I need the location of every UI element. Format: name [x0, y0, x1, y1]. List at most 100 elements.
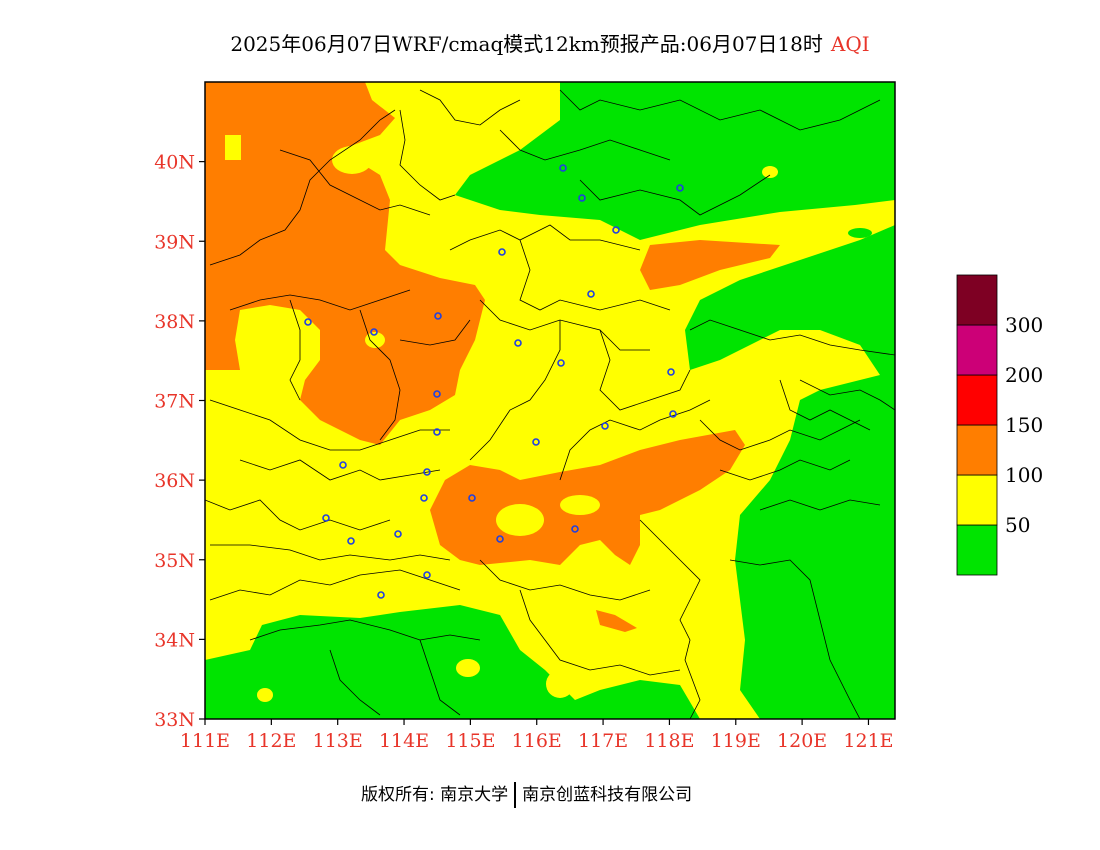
lat-tick-label: 40N [154, 152, 195, 174]
aqi-zone-good-patch [758, 600, 772, 608]
city-marker [433, 390, 441, 398]
legend-swatch [956, 374, 998, 426]
city-marker [667, 368, 675, 376]
map-title: 2025年06月07日WRF/cmaq模式12km预报产品:06月07日18时 A… [0, 28, 1100, 57]
city-marker [339, 461, 347, 469]
city-marker [434, 312, 442, 320]
boundary-line [399, 109, 456, 201]
city-marker [304, 318, 312, 326]
boundary-line [559, 89, 881, 131]
city-marker [557, 359, 565, 367]
boundary-line [209, 109, 396, 266]
lon-tick-label: 113E [313, 730, 363, 752]
lat-tick-label: 39N [154, 231, 195, 253]
lon-tick-label: 115E [445, 730, 495, 752]
latitude-axis: 33N 34N 35N 36N 37N 38N 39N 40N [154, 152, 205, 731]
boundary-line [499, 129, 671, 161]
boundary-line [599, 329, 691, 411]
lat-tick-label: 35N [154, 550, 195, 572]
city-marker [498, 248, 506, 256]
legend-label: 200 [1005, 363, 1043, 387]
city-marker [468, 494, 476, 502]
aqi-zone-unhealthy-northeast [640, 240, 780, 290]
legend-label: 300 [1005, 313, 1043, 337]
copyright-left: 版权所有: 南京大学 [361, 785, 509, 805]
aqi-legend: 50 100 150 200 300 [956, 274, 1043, 576]
boundary-line [639, 519, 701, 719]
boundary-line [759, 499, 881, 511]
city-marker [578, 194, 586, 202]
boundary-line [329, 649, 381, 716]
aqi-zone-moderate-patch [546, 670, 574, 698]
legend-swatch [956, 474, 998, 526]
boundary-line [289, 299, 301, 401]
title-aqi-tag: AQI [830, 32, 870, 56]
boundary-line [419, 89, 521, 126]
boundary-line [799, 379, 895, 411]
boundary-line [719, 459, 851, 481]
boundary-line [779, 379, 871, 431]
legend-label: 50 [1005, 513, 1030, 537]
boundary-line [249, 619, 481, 641]
boundary-line [479, 559, 651, 601]
lat-tick-label: 33N [154, 709, 195, 731]
city-marker [559, 164, 567, 172]
lat-tick-label: 37N [154, 391, 195, 413]
lat-tick-label: 38N [154, 311, 195, 333]
aqi-zone-unhealthy-south-patch [596, 610, 637, 632]
city-marker [669, 410, 677, 418]
longitude-axis: 111E 112E 113E 114E 115E 116E 117E 118E 119E 120E… [180, 719, 894, 752]
aqi-zone-moderate-patch [257, 688, 273, 702]
boundary-line [239, 459, 441, 481]
lat-tick-label: 34N [154, 629, 195, 651]
city-marker [532, 438, 540, 446]
city-marker [496, 535, 504, 543]
aqi-zone-moderate-patch [225, 135, 241, 160]
legend-label: 100 [1005, 463, 1043, 487]
boundary-line [229, 289, 411, 311]
legend-swatch [956, 424, 998, 476]
city-marker [601, 422, 609, 430]
aqi-zone-unhealthy-west [205, 82, 485, 445]
aqi-zone-good-southwest [205, 605, 700, 719]
boundary-line [579, 174, 771, 216]
city-marker [587, 290, 595, 298]
boundary-line [279, 149, 431, 216]
boundary-line [210, 544, 451, 561]
boundary-line [699, 419, 861, 451]
lon-tick-label: 112E [246, 730, 296, 752]
footer-separator [514, 782, 517, 808]
aqi-zone-moderate-patch [332, 146, 372, 174]
boundary-line [209, 399, 450, 451]
boundary-line [559, 399, 711, 481]
legend-swatch [956, 524, 998, 576]
boundary-line [449, 224, 641, 251]
aqi-zone-moderate-patch [762, 166, 778, 178]
legend-swatch [956, 324, 998, 376]
city-marker [322, 514, 330, 522]
lon-tick-label: 121E [843, 730, 893, 752]
legend-swatch [956, 274, 998, 326]
city-marker [423, 468, 431, 476]
copyright-footer: 版权所有: 南京大学 南京创蓝科技有限公司 [361, 780, 692, 808]
boundary-line [205, 499, 391, 531]
boundary-line [469, 320, 561, 461]
aqi-field [205, 82, 895, 719]
city-marker [514, 339, 522, 347]
copyright-right: 南京创蓝科技有限公司 [522, 785, 693, 805]
aqi-zone-moderate-patch [456, 659, 480, 677]
boundary-line [419, 639, 461, 716]
aqi-zone-moderate-patch [560, 495, 600, 515]
legend-label: 150 [1005, 413, 1043, 437]
aqi-zone-moderate-patch [496, 504, 544, 536]
lon-tick-label: 116E [512, 730, 562, 752]
boundary-line [519, 589, 681, 676]
city-marker [420, 494, 428, 502]
lon-tick-label: 119E [711, 730, 761, 752]
boundary-line [399, 319, 471, 346]
administrative-boundaries [205, 89, 895, 719]
lon-tick-label: 118E [644, 730, 694, 752]
aqi-zone-moderate-patch [365, 332, 385, 348]
boundary-line [689, 319, 895, 356]
boundary-line [359, 309, 401, 441]
